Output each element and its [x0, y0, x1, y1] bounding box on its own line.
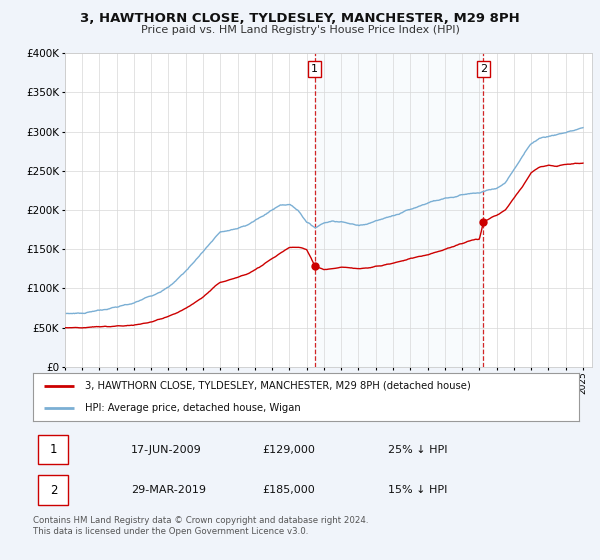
Text: 17-JUN-2009: 17-JUN-2009	[131, 445, 202, 455]
Text: HPI: Average price, detached house, Wigan: HPI: Average price, detached house, Wiga…	[85, 403, 301, 413]
Text: 2: 2	[480, 64, 487, 74]
FancyBboxPatch shape	[38, 435, 68, 464]
Text: 2: 2	[50, 483, 57, 497]
Text: 3, HAWTHORN CLOSE, TYLDESLEY, MANCHESTER, M29 8PH: 3, HAWTHORN CLOSE, TYLDESLEY, MANCHESTER…	[80, 12, 520, 25]
Bar	[314, 53, 484, 367]
Text: Contains HM Land Registry data © Crown copyright and database right 2024.
This d: Contains HM Land Registry data © Crown c…	[33, 516, 368, 536]
FancyBboxPatch shape	[38, 475, 68, 505]
Text: £185,000: £185,000	[262, 485, 315, 495]
Text: 25% ↓ HPI: 25% ↓ HPI	[388, 445, 448, 455]
Text: 29-MAR-2019: 29-MAR-2019	[131, 485, 206, 495]
Text: 3, HAWTHORN CLOSE, TYLDESLEY, MANCHESTER, M29 8PH (detached house): 3, HAWTHORN CLOSE, TYLDESLEY, MANCHESTER…	[85, 381, 470, 391]
Text: Price paid vs. HM Land Registry's House Price Index (HPI): Price paid vs. HM Land Registry's House …	[140, 25, 460, 35]
Text: 1: 1	[50, 443, 57, 456]
Text: £129,000: £129,000	[262, 445, 315, 455]
Text: 1: 1	[311, 64, 318, 74]
Text: 15% ↓ HPI: 15% ↓ HPI	[388, 485, 447, 495]
